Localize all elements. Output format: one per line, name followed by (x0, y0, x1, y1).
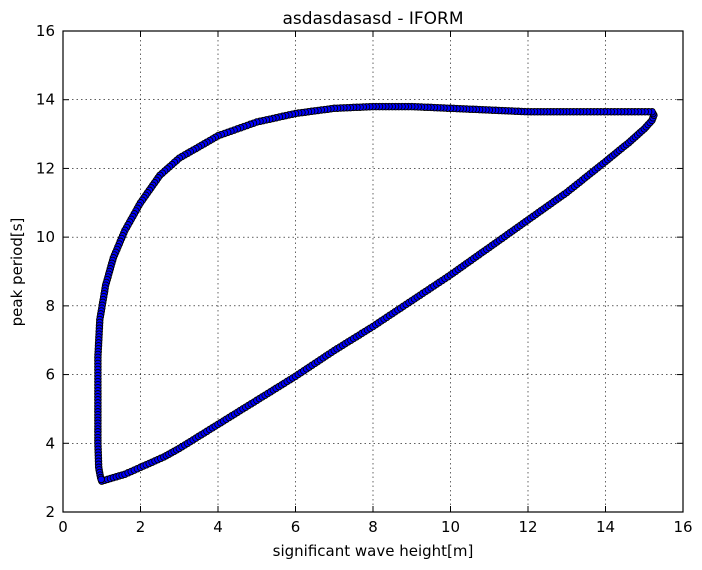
x-tick-label: 2 (136, 518, 146, 536)
x-tick-label: 8 (368, 518, 378, 536)
x-tick-label: 0 (58, 518, 68, 536)
x-tick-label: 16 (673, 518, 692, 536)
y-axis-label: peak period[s] (8, 218, 26, 327)
x-tick-label: 4 (213, 518, 223, 536)
grid-lines (63, 31, 683, 512)
y-tick-label: 2 (45, 503, 55, 521)
x-tick-label: 12 (518, 518, 537, 536)
x-tick-label: 6 (291, 518, 301, 536)
y-tick-label: 8 (45, 297, 55, 315)
y-tick-label: 12 (36, 159, 55, 177)
chart-title: asdasdasasd - IFORM (282, 9, 463, 29)
contour-points (94, 102, 658, 485)
y-tick-label: 14 (36, 91, 55, 109)
x-tick-label: 10 (441, 518, 460, 536)
y-tick-label: 4 (45, 434, 55, 452)
y-tick-label: 16 (36, 22, 55, 40)
y-tick-label: 10 (36, 228, 55, 246)
x-axis-label: significant wave height[m] (273, 542, 474, 560)
data-point (97, 475, 105, 484)
x-tick-label: 14 (596, 518, 615, 536)
y-tick-label: 6 (45, 366, 55, 384)
